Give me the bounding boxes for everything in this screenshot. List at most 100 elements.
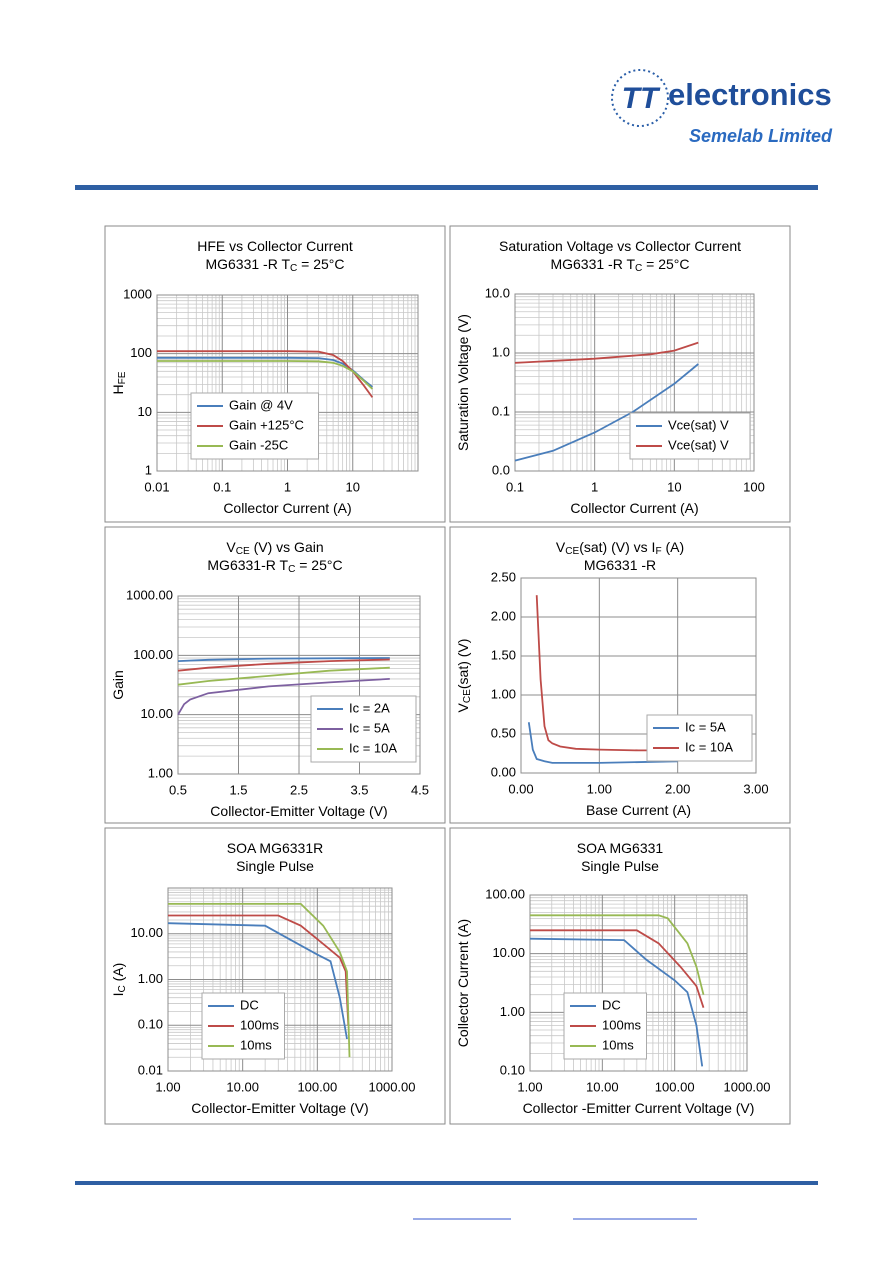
chart-title-part: C (290, 263, 297, 274)
legend-box (646, 714, 753, 762)
chart-title-part: C (288, 564, 295, 575)
y-tick-label: 0.1 (492, 403, 510, 418)
chart-title-part: (V) vs Gain (250, 539, 324, 555)
chart-title-part: Saturation Voltage vs Collector Current (499, 238, 741, 254)
x-tick-label: 0.1 (506, 479, 524, 494)
x-axis-label: Collector-Emitter Voltage (V) (210, 803, 387, 819)
chart-title: MG6331 -R (584, 557, 656, 573)
y-tick-label: 0.0 (492, 462, 510, 477)
chart-title-part: CE (565, 546, 579, 557)
y-tick-label: 1.0 (492, 344, 510, 359)
data-line (177, 657, 390, 662)
x-tick-label: 10.00 (586, 1079, 619, 1094)
data-line (527, 722, 678, 764)
legend-label: 100ms (602, 1017, 642, 1032)
legend-label: 10ms (602, 1037, 634, 1052)
y-axis-label-part: H (110, 384, 126, 394)
logo-mark: TT (622, 82, 661, 115)
y-tick-label: 2.50 (491, 569, 516, 584)
chart-title-part: C (635, 263, 642, 274)
company-name: Semelab Limited (689, 126, 833, 146)
chart-panel (104, 225, 446, 523)
legend-label: Ic = 10A (685, 739, 733, 754)
chart-title-part: MG6331 -R T (550, 256, 635, 272)
y-axis-label: Collector Current (A) (455, 919, 471, 1047)
data-line (168, 914, 350, 1026)
legend-label: Gain @ 4V (229, 397, 293, 412)
x-tick-label: 1 (284, 479, 291, 494)
x-axis-label: Collector-Emitter Voltage (V) (191, 1100, 368, 1116)
x-tick-label: 3.5 (350, 782, 368, 797)
y-tick-label: 1.00 (138, 971, 163, 986)
x-tick-label: 10 (667, 479, 681, 494)
x-tick-label: 1000.00 (724, 1079, 771, 1094)
x-tick-label: 100.00 (655, 1079, 695, 1094)
plot-frame (156, 294, 419, 472)
x-tick-label: 100 (743, 479, 765, 494)
x-tick-label: 0.5 (169, 782, 187, 797)
legend-label: Ic = 5A (349, 720, 390, 735)
chart-title: VCE(sat) (V) vs IF (A) (556, 539, 684, 557)
chart-title-part: CE (236, 546, 250, 557)
footer-rule (75, 1181, 818, 1185)
x-axis-label: Collector Current (A) (223, 500, 351, 516)
data-line (157, 360, 374, 390)
x-tick-label: 2.00 (665, 781, 690, 796)
x-tick-label: 1.00 (517, 1079, 542, 1094)
y-axis-label: Gain (110, 670, 126, 700)
logo-ring (611, 69, 669, 127)
legend-label: Ic = 10A (349, 740, 397, 755)
y-tick-label: 1000.00 (126, 587, 173, 602)
y-axis-label: Saturation Voltage (V) (455, 314, 471, 451)
data-line (530, 914, 705, 995)
data-line (530, 929, 705, 1008)
y-tick-label: 10.0 (485, 285, 510, 300)
legend-label: DC (602, 997, 621, 1012)
y-tick-label: 0.01 (138, 1062, 163, 1077)
legend-label: 100ms (240, 1017, 280, 1032)
data-line (177, 666, 390, 686)
legend-label: Vce(sat) V (668, 417, 729, 432)
y-tick-label: 10.00 (130, 925, 163, 940)
x-axis-label: Base Current (A) (586, 802, 691, 818)
x-tick-label: 0.1 (213, 479, 231, 494)
chart-title: Single Pulse (236, 858, 314, 874)
legend-label: 10ms (240, 1037, 272, 1052)
chart-title-part: Single Pulse (236, 858, 314, 874)
x-tick-label: 2.5 (290, 782, 308, 797)
x-tick-label: 0.00 (508, 781, 533, 796)
x-axis-label-part: Collector Current (A) (570, 500, 698, 516)
y-tick-label: 10.00 (492, 945, 525, 960)
x-tick-label: 10.00 (226, 1079, 259, 1094)
y-tick-label: 1 (145, 462, 152, 477)
y-tick-label: 100 (130, 345, 152, 360)
data-line (167, 922, 348, 1040)
plot-frame (529, 894, 748, 1072)
y-tick-label: 1.00 (491, 686, 516, 701)
y-tick-label: 1.50 (491, 647, 516, 662)
y-tick-label: 10 (138, 404, 152, 419)
chart-title-part: Single Pulse (581, 858, 659, 874)
chart-title: HFE vs Collector Current (197, 238, 353, 254)
y-tick-label: 1.00 (500, 1004, 525, 1019)
data-line (177, 658, 390, 672)
x-tick-label: 0.01 (144, 479, 169, 494)
header-rule (75, 185, 818, 190)
data-line (514, 363, 699, 462)
x-tick-label: 1.5 (229, 782, 247, 797)
chart-panel (449, 225, 791, 523)
y-axis-label-part: V (455, 702, 471, 712)
legend-label: Vce(sat) V (668, 437, 729, 452)
chart-title: MG6331 -R TC = 25°C (205, 256, 344, 274)
x-axis-label-part: Collector Current (A) (223, 500, 351, 516)
y-axis-label-part: (A) (110, 963, 126, 986)
x-tick-label: 1.00 (587, 781, 612, 796)
y-tick-label: 0.10 (500, 1062, 525, 1077)
chart-title-part: MG6331 -R (584, 557, 656, 573)
chart-title-part: HFE vs Collector Current (197, 238, 353, 254)
chart-title: MG6331 -R TC = 25°C (550, 256, 689, 274)
x-tick-label: 10 (346, 479, 360, 494)
chart-title-part: MG6331-R T (207, 557, 288, 573)
